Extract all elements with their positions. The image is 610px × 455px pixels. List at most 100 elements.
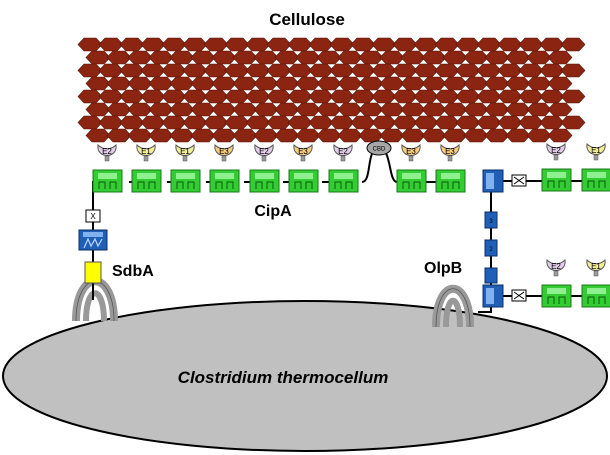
cellulose-unit xyxy=(329,37,355,52)
enzyme-e2: E2 xyxy=(97,143,117,162)
cellulose-unit xyxy=(560,63,586,78)
type1-cohesin xyxy=(288,169,319,193)
cellulose-unit xyxy=(358,102,384,117)
cellulose-unit xyxy=(547,102,573,117)
cellulose-unit xyxy=(169,76,195,91)
cellulose-unit xyxy=(329,115,355,130)
cellulose-unit xyxy=(98,89,124,104)
cellulose-unit xyxy=(98,63,124,78)
cellulose-unit xyxy=(203,89,229,104)
cellulose-unit xyxy=(274,50,300,65)
cellulose-unit xyxy=(526,128,552,143)
cellulose-unit xyxy=(169,50,195,65)
cellulose-unit xyxy=(245,115,271,130)
cellulose-unit xyxy=(518,63,544,78)
cellulose-unit xyxy=(371,115,397,130)
cellulose-unit xyxy=(203,115,229,130)
type1-cohesin xyxy=(541,284,572,308)
cellulose-unit xyxy=(308,37,334,52)
enzyme-label: E2 xyxy=(551,262,561,271)
enzyme-e3: E3 xyxy=(401,143,421,162)
cellulose-unit xyxy=(442,76,468,91)
cellulose-unit xyxy=(140,89,166,104)
olpb-upper-branch: E2 E1 xyxy=(541,142,610,192)
cipa-scaffold: E2 E1 E1 E3 E2 E3 E2 E3 E3 xyxy=(92,143,466,193)
cellulose-unit xyxy=(539,63,565,78)
cellulose-unit xyxy=(484,128,510,143)
cellulose-unit xyxy=(379,50,405,65)
cbd-module: CBD xyxy=(366,140,392,156)
cellulose-unit xyxy=(274,76,300,91)
enzyme-e2: E2 xyxy=(333,143,353,162)
cellulose-unit xyxy=(316,50,342,65)
cellulose-unit xyxy=(211,50,237,65)
sdba-label: SdbA xyxy=(112,263,154,280)
cellulose-unit xyxy=(77,89,103,104)
cellulose-unit xyxy=(190,128,216,143)
cellulose-unit xyxy=(379,76,405,91)
cellulose-unit xyxy=(169,128,195,143)
cellulose-unit xyxy=(266,37,292,52)
type1-cohesin xyxy=(581,168,610,192)
olpb-scaffold: 3 2 xyxy=(482,169,527,308)
cellulose-unit xyxy=(274,128,300,143)
sdba-type2-cohesin xyxy=(78,229,108,251)
cellulose-unit xyxy=(287,89,313,104)
cellulose-unit xyxy=(119,115,145,130)
enzyme-label: E3 xyxy=(219,147,229,156)
cipa-label: CipA xyxy=(254,203,292,220)
cellulose-unit xyxy=(127,128,153,143)
cellulose-unit xyxy=(266,115,292,130)
cellulose-unit xyxy=(203,63,229,78)
cellulose-unit xyxy=(287,63,313,78)
x-module-label: X xyxy=(90,212,96,221)
cellulose-unit xyxy=(148,102,174,117)
cellulose-unit xyxy=(182,63,208,78)
type1-cohesin xyxy=(249,169,280,193)
olpb-cohesin-1 xyxy=(484,267,498,284)
cellulose-unit xyxy=(211,128,237,143)
cellulose-unit xyxy=(308,63,334,78)
cellulose-unit xyxy=(400,128,426,143)
cellulose-unit xyxy=(106,102,132,117)
cellulose-unit xyxy=(505,102,531,117)
cellulose-unit xyxy=(358,128,384,143)
cellulose-unit xyxy=(224,115,250,130)
olpb-cohesin-top xyxy=(482,169,504,193)
cellulose-unit xyxy=(148,128,174,143)
olpb-surface-anchor xyxy=(432,284,474,328)
enzyme-label: E1 xyxy=(591,262,601,271)
enzyme-label: E1 xyxy=(141,147,151,156)
enzyme-label: E3 xyxy=(406,147,416,156)
cellulose-unit xyxy=(119,37,145,52)
cellulose-unit xyxy=(455,37,481,52)
cellulose-unit xyxy=(358,76,384,91)
svg-text:2: 2 xyxy=(489,247,493,253)
cellulose-unit xyxy=(77,115,103,130)
cellulose-unit xyxy=(484,76,510,91)
cellulose-unit xyxy=(253,76,279,91)
cellulose-unit xyxy=(371,37,397,52)
cellulose-unit xyxy=(350,89,376,104)
cellulose-unit xyxy=(413,63,439,78)
enzyme-e3: E3 xyxy=(214,143,234,162)
cellulose-unit xyxy=(358,50,384,65)
cellulose-unit xyxy=(169,102,195,117)
cellulose-unit xyxy=(518,37,544,52)
cellulose-unit xyxy=(434,63,460,78)
cellulose-unit xyxy=(232,50,258,65)
olpb-x-module-lower xyxy=(511,289,527,302)
cellulose-unit xyxy=(253,128,279,143)
cellulose-unit xyxy=(476,63,502,78)
cellulose-unit xyxy=(413,115,439,130)
enzyme-e2: E2 xyxy=(254,143,274,162)
cellulose-unit xyxy=(253,50,279,65)
cellulose-unit xyxy=(350,63,376,78)
cellulose-unit xyxy=(98,37,124,52)
cellulose-lattice xyxy=(77,37,586,143)
olpb-cohesin-2: 2 xyxy=(484,239,498,257)
cellulose-unit xyxy=(434,115,460,130)
cellulose-unit xyxy=(161,63,187,78)
cellulose-unit xyxy=(526,50,552,65)
cellulose-unit xyxy=(337,76,363,91)
